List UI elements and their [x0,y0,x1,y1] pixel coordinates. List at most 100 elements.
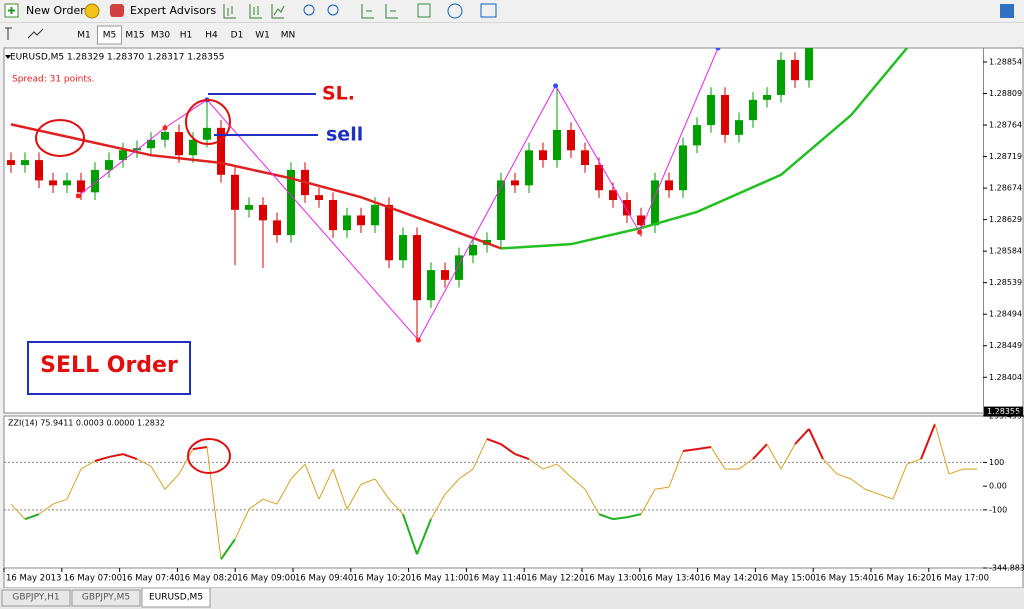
candle-body [147,139,155,149]
timeframe-button[interactable]: MN [281,31,296,41]
timeframe-button[interactable]: M30 [151,31,170,41]
candle-body [749,99,757,121]
indicator-segment [682,448,698,453]
icon[interactable] [385,4,398,19]
axes: 1.28854 1.28809 1.28764 1.28719 1.28674 1.286… [983,58,1024,573]
candle-body [7,160,15,165]
tab-bg [141,587,211,608]
time-label: 16 May 09:00 [237,574,295,584]
time-label: 16 May 07:40 [122,574,180,584]
indicator-segment [164,473,180,490]
candle-body [693,125,701,146]
indicator-segment [920,423,936,460]
icon[interactable] [303,4,315,16]
button-label: New Order [26,4,85,17]
candle-body [343,215,351,231]
time-label: 16 May 2013 [6,574,61,584]
indicator-segment [444,478,460,495]
chart-tab[interactable]: GBPJPY,M5 [71,589,141,607]
indicator-segment [332,468,348,510]
candle-body [49,180,57,186]
time-label: 16 May 12:20 [526,574,584,584]
icon[interactable] [223,4,236,19]
indicator-segment [626,513,642,519]
zigzag-point [415,337,421,343]
timeframe-button[interactable]: H1 [180,31,193,41]
time-label: 16 May 13:40 [642,574,700,584]
icon[interactable] [271,4,285,19]
indicator-segment [906,458,922,465]
candle-body [553,129,561,161]
icon[interactable] [480,3,497,18]
timeframe-button[interactable]: M15 [125,31,144,41]
moving-average [10,123,502,250]
icon[interactable] [249,4,262,19]
arrow-tool[interactable] [27,28,44,39]
indicator-segment [136,458,152,467]
indicator-segment [38,503,54,515]
indicator-panel [3,415,1024,569]
y-tick-label: -100 [989,505,1007,514]
expert-advisors-button[interactable]: Expert Advisors [110,4,216,17]
indicator-segment [52,498,68,505]
candle-body [441,270,449,280]
candle-body [329,200,337,231]
icon[interactable] [84,3,100,19]
zigzag-point [637,229,643,235]
indicator-segment [402,513,418,555]
y-tick-label: 1.28764 [989,121,1022,130]
candle-body [385,204,393,261]
timeframe-button[interactable]: D1 [231,31,244,41]
chart-tab[interactable]: EURUSD,M5 [141,587,211,608]
indicator-segment [24,513,40,521]
indicator-segment [304,463,320,500]
indicator-segment [780,443,796,470]
candle-body [189,139,197,156]
candle-body [707,94,715,126]
time-label: 16 May 17:00 [931,574,989,584]
candle-body [119,150,127,161]
icon[interactable] [327,4,339,16]
timeframe-button[interactable]: H4 [205,31,218,41]
candle-body [217,127,225,175]
candle-body [259,204,267,221]
candle-body [679,145,687,191]
icon [110,4,124,17]
timeframe-button[interactable]: M1 [77,31,91,41]
indicator-segment [500,443,516,455]
indicator-segment [10,503,26,520]
icon[interactable] [417,3,431,18]
candle-body [105,160,113,170]
indicator-segment [192,445,208,451]
text-tool[interactable] [5,27,12,40]
candle-body [161,132,169,140]
indicator-segment [248,498,264,510]
indicator-header: ZZI(14) 75.9411 0.0003 0.0000 1.2832 [8,419,165,428]
candle-body [805,48,813,81]
icon[interactable] [1000,4,1014,18]
chart-tab[interactable]: GBPJPY,H1 [1,589,71,607]
indicator-segment [878,493,894,500]
time-label: 16 May 10:20 [353,574,411,584]
y-tick-label: 1.28629 [989,215,1022,224]
indicator-segment [752,443,768,460]
indicator-segment [668,450,684,488]
indicator-segment [206,446,222,560]
header-arrow [5,55,11,59]
moving-average [500,48,908,250]
y-tick-label: 1.28809 [989,89,1022,98]
indicator-segment [486,437,502,446]
y-tick-label: -344.8833 [989,564,1024,573]
y-tick-label: 1.28584 [989,247,1022,256]
icon[interactable] [361,4,374,19]
y-tick-label: 295.4994 [989,412,1024,421]
timeframe-button[interactable]: W1 [255,31,270,41]
indicator-segment [640,488,656,515]
indicator-segment [584,488,600,515]
timeframe-button[interactable]: M5 [97,25,122,45]
new-order-button[interactable]: New Order [4,3,85,18]
indicator-segment [612,516,628,521]
icon[interactable] [447,3,463,19]
indicator-segment [696,445,712,451]
